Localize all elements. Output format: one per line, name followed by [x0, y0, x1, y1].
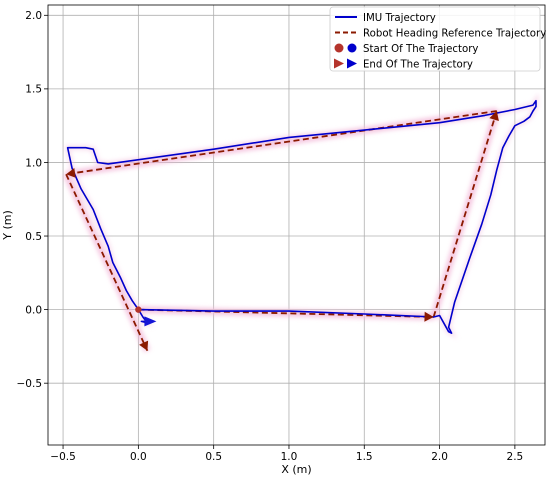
reference-trajectory-segment: [65, 110, 497, 176]
x-tick-label: 0.5: [205, 451, 222, 463]
legend-swatch-end-red: [334, 58, 344, 69]
reference-direction-arrow: [424, 311, 434, 322]
reference-trajectory-segment: [65, 173, 149, 352]
legend-swatch-start-blue: [347, 43, 357, 53]
y-tick-label: 1.0: [25, 157, 42, 169]
x-tick-label: 0.0: [130, 451, 147, 463]
legend-label: Start Of The Trajectory: [363, 44, 478, 55]
start-point-marker: [135, 306, 142, 313]
y-tick-label: 0.0: [25, 304, 42, 316]
y-tick-label: 1.5: [25, 84, 42, 96]
legend: IMU Trajectory Robot Heading Reference Tr…: [329, 6, 546, 72]
y-tick-label: −0.5: [17, 378, 43, 390]
legend-swatch-start-red: [334, 43, 344, 53]
x-tick-label: 1.5: [356, 451, 373, 463]
x-tick-label: −0.5: [50, 451, 76, 463]
marker-layer: [66, 111, 499, 351]
plot-frame: [47, 4, 546, 446]
x-tick-label: 2.0: [431, 451, 448, 463]
x-tick-label: 1.0: [281, 451, 298, 463]
reference-direction-arrow: [489, 111, 499, 121]
imu-trajectory-line: [66, 99, 537, 335]
reference-trajectory-segment: [432, 110, 498, 318]
x-axis-label: X (m): [281, 463, 311, 476]
imu-end-marker: [144, 316, 157, 327]
x-tick-label: 2.5: [507, 451, 524, 463]
axis-ticks: −0.5 0.0 0.5 1.0 1.5 2.0 2.5 −0.5 0.0 0.5 1.0 1.5 2.…: [17, 10, 524, 463]
y-tick-label: 2.0: [25, 10, 42, 22]
legend-label: End Of The Trajectory: [363, 59, 473, 70]
series-layer: [65, 99, 537, 352]
legend-box: [329, 6, 541, 72]
legend-label: Robot Heading Reference Trajectory: [363, 28, 546, 39]
legend-swatch-end-blue: [347, 58, 357, 69]
y-tick-label: 0.5: [25, 231, 42, 243]
y-axis-label: Y (m): [1, 210, 14, 241]
reference-direction-arrow: [66, 168, 76, 178]
legend-label: IMU Trajectory: [363, 13, 436, 24]
reference-direction-arrow: [139, 340, 149, 351]
